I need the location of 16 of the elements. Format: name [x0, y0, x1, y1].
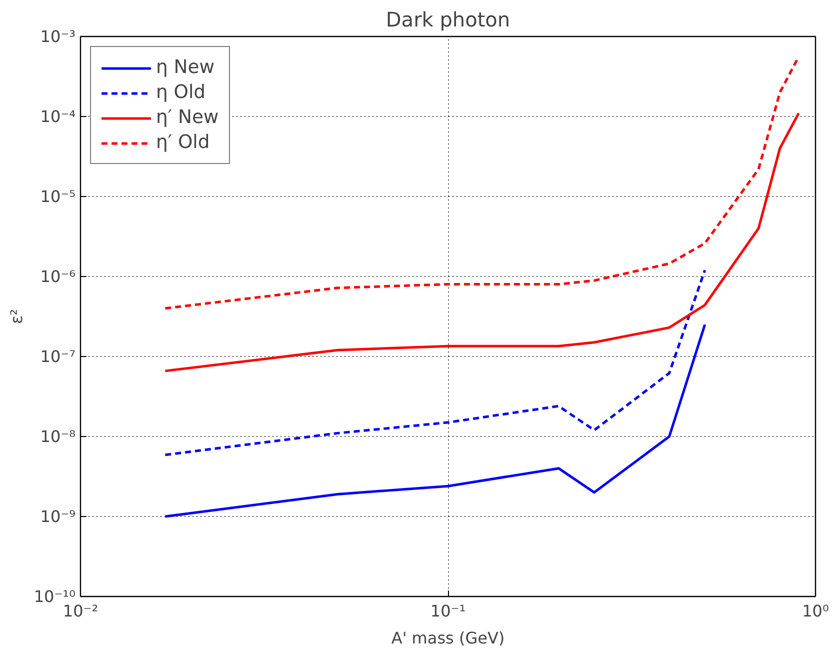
y-axis-title: ε² — [6, 308, 26, 324]
x-tick-label: 10⁻¹ — [430, 602, 466, 620]
y-tick-label: 10⁻³ — [40, 27, 76, 46]
legend-label: η Old — [156, 82, 206, 103]
y-tick-label: 10⁻⁹ — [40, 507, 76, 526]
legend-label: η′ Old — [156, 132, 210, 153]
y-tick-label: 10⁻⁴ — [40, 107, 76, 126]
x-axis-title: A' mass (GeV) — [391, 628, 505, 648]
y-tick-label: 10⁻⁶ — [40, 267, 76, 286]
x-tick-label: 10⁰ — [802, 602, 829, 620]
y-tick-label: 10⁻⁷ — [40, 347, 76, 366]
legend-label: η′ New — [156, 107, 219, 128]
y-tick-label: 10⁻⁸ — [40, 427, 76, 446]
y-tick-label: 10⁻⁵ — [40, 187, 76, 206]
chart-title: Dark photon — [386, 8, 510, 32]
legend-label: η New — [156, 57, 214, 78]
